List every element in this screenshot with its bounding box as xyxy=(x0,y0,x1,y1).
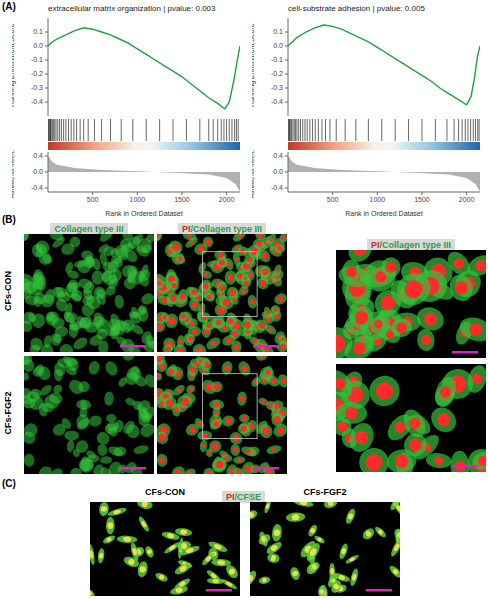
svg-text:2000: 2000 xyxy=(459,196,475,203)
svg-text:1000: 1000 xyxy=(130,196,146,203)
html-text:PI /Collagen type III: PI /Collagen type III xyxy=(371,240,451,250)
svg-text:-0.2: -0.2 xyxy=(31,70,43,77)
html-text:Collagen type III: Collagen type III xyxy=(54,224,124,234)
svg-text:0.0: 0.0 xyxy=(273,42,283,49)
svg-text:-0.4: -0.4 xyxy=(31,98,43,105)
svg-text:0.0: 0.0 xyxy=(273,168,283,175)
svg-text:-0.2: -0.2 xyxy=(271,70,283,77)
svg-text:0.1: 0.1 xyxy=(33,28,43,35)
svg-text:-0.4: -0.4 xyxy=(271,98,283,105)
svg-text:500: 500 xyxy=(87,196,99,203)
svg-text:Ranked list metric: Ranked list metric xyxy=(252,150,255,198)
svg-text:1500: 1500 xyxy=(414,196,430,203)
svg-text:Ranked list metric: Ranked list metric xyxy=(12,150,15,198)
html-text:CFs-FGF2: CFs-FGF2 xyxy=(3,391,13,435)
svg-text:-0.4: -0.4 xyxy=(271,184,283,191)
html-text:cell-substrate adhesion | pval: cell-substrate adhesion | pvalue: 0.005 xyxy=(288,4,425,13)
html-text:(C): (C) xyxy=(2,478,16,489)
svg-text:Rank in Ordered Dataset: Rank in Ordered Dataset xyxy=(345,210,422,216)
html-text:PI /CFSE: PI /CFSE xyxy=(226,492,261,502)
svg-text:-0.3: -0.3 xyxy=(31,84,43,91)
html-text:(A): (A) xyxy=(2,1,16,12)
svg-text:0.4: 0.4 xyxy=(33,152,43,159)
svg-text:1000: 1000 xyxy=(370,196,386,203)
svg-text:0.0: 0.0 xyxy=(33,42,43,49)
svg-text:Running Enrichment Score: Running Enrichment Score xyxy=(252,23,256,107)
svg-text:0.1: 0.1 xyxy=(273,28,283,35)
svg-text:0.4: 0.4 xyxy=(273,152,283,159)
svg-text:-0.1: -0.1 xyxy=(31,56,43,63)
html-text:CFs-FGF2: CFs-FGF2 xyxy=(303,487,347,497)
svg-text:-0.1: -0.1 xyxy=(271,56,283,63)
html-text:CFs-CON: CFs-CON xyxy=(145,487,185,497)
html-text:(B): (B) xyxy=(2,214,16,225)
svg-text:Rank in Ordered Dataset: Rank in Ordered Dataset xyxy=(105,210,182,216)
svg-text:-0.3: -0.3 xyxy=(271,84,283,91)
html-text:PI /Collagen type III: PI /Collagen type III xyxy=(182,224,262,234)
svg-text:500: 500 xyxy=(327,196,339,203)
svg-text:0.0: 0.0 xyxy=(33,168,43,175)
svg-text:1500: 1500 xyxy=(174,196,190,203)
html-text:CFs-CON: CFs-CON xyxy=(3,271,13,311)
svg-text:Running Enrichment Score: Running Enrichment Score xyxy=(12,23,16,107)
html-text:extracellular matrix organizat: extracellular matrix organization | pval… xyxy=(48,4,216,13)
svg-text:-0.4: -0.4 xyxy=(31,184,43,191)
svg-text:2000: 2000 xyxy=(219,196,235,203)
